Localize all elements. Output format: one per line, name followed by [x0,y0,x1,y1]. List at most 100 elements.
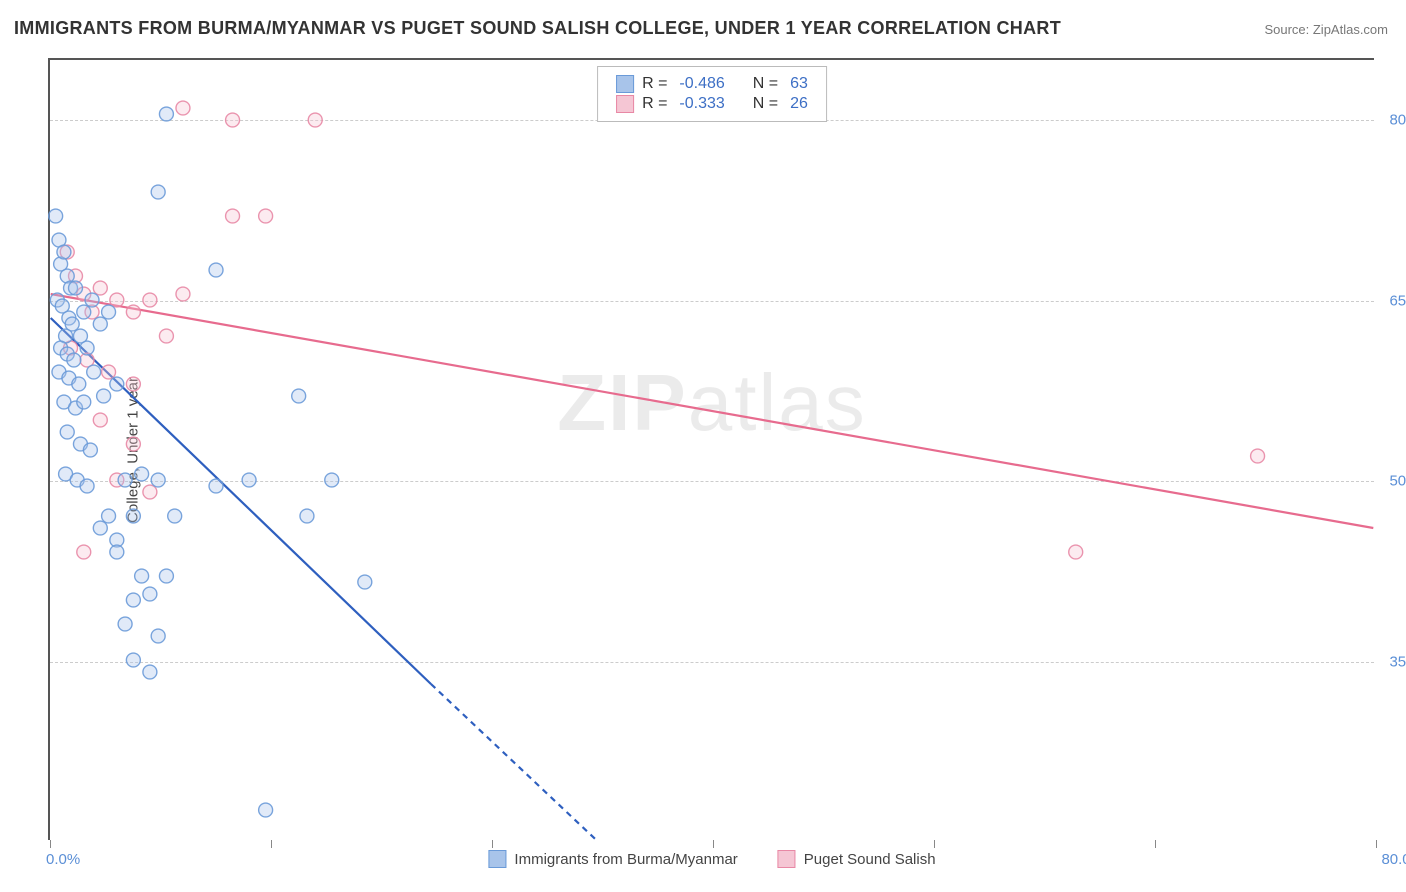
data-point [102,509,116,523]
data-point [110,545,124,559]
data-point [135,467,149,481]
data-point [77,305,91,319]
data-point [325,473,339,487]
data-point [143,293,157,307]
data-point [67,353,81,367]
chart-container: IMMIGRANTS FROM BURMA/MYANMAR VS PUGET S… [0,0,1406,892]
source-attribution: Source: ZipAtlas.com [1264,22,1388,37]
chart-title: IMMIGRANTS FROM BURMA/MYANMAR VS PUGET S… [14,18,1061,39]
legend-row-blue: R = -0.486 N = 63 [616,75,808,93]
x-min-label: 0.0% [46,851,80,868]
data-point [85,293,99,307]
data-point [242,473,256,487]
data-point [358,575,372,589]
data-point [126,305,140,319]
data-point [143,485,157,499]
n-label: N = [753,95,778,113]
x-tick [492,840,493,848]
data-point [300,509,314,523]
data-point [102,365,116,379]
n-label: N = [753,75,778,93]
data-point [126,377,140,391]
data-point [118,473,132,487]
series-name-blue: Immigrants from Burma/Myanmar [514,851,737,868]
data-point [69,281,83,295]
x-tick [713,840,714,848]
data-point [93,281,107,295]
y-tick-label: 65.0% [1382,292,1406,309]
data-point [49,209,63,223]
data-point [57,245,71,259]
y-tick-label: 35.0% [1382,653,1406,670]
swatch-blue [616,75,634,93]
r-value-blue: -0.486 [679,75,724,93]
data-point [143,587,157,601]
data-point [135,569,149,583]
x-tick [50,840,51,848]
data-point [93,521,107,535]
data-point [83,443,97,457]
data-point [292,389,306,403]
swatch-pink [616,95,634,113]
r-label: R = [642,95,667,113]
data-point [168,509,182,523]
data-point [126,593,140,607]
data-point [259,209,273,223]
data-point [77,545,91,559]
scatter-points [50,60,1374,840]
swatch-blue [488,850,506,868]
data-point [1069,545,1083,559]
data-point [126,653,140,667]
n-value-pink: 26 [790,95,808,113]
data-point [159,569,173,583]
plot-area: College, Under 1 year ZIPatlas R = -0.48… [48,58,1374,840]
data-point [97,389,111,403]
series-legend: Immigrants from Burma/Myanmar Puget Soun… [488,850,935,868]
r-value-pink: -0.333 [679,95,724,113]
data-point [143,665,157,679]
data-point [151,185,165,199]
source-prefix: Source: [1264,22,1312,37]
data-point [93,317,107,331]
legend-item-pink: Puget Sound Salish [778,850,936,868]
data-point [72,377,86,391]
y-tick-label: 80.0% [1382,112,1406,129]
x-tick [934,840,935,848]
data-point [126,509,140,523]
n-value-blue: 63 [790,75,808,93]
data-point [151,629,165,643]
data-point [159,107,173,121]
y-tick-label: 50.0% [1382,473,1406,490]
data-point [159,329,173,343]
correlation-legend: R = -0.486 N = 63 R = -0.333 N = 26 [597,66,827,122]
r-label: R = [642,75,667,93]
data-point [102,305,116,319]
data-point [110,377,124,391]
x-tick [1155,840,1156,848]
data-point [80,479,94,493]
source-name: ZipAtlas.com [1313,22,1388,37]
data-point [226,209,240,223]
data-point [126,437,140,451]
legend-item-blue: Immigrants from Burma/Myanmar [488,850,737,868]
data-point [80,341,94,355]
x-tick [1376,840,1377,848]
data-point [308,113,322,127]
data-point [209,263,223,277]
data-point [226,113,240,127]
data-point [151,473,165,487]
x-max-label: 80.0% [1381,851,1406,868]
data-point [176,287,190,301]
legend-row-pink: R = -0.333 N = 26 [616,95,808,113]
data-point [60,425,74,439]
swatch-pink [778,850,796,868]
data-point [77,395,91,409]
data-point [1251,449,1265,463]
data-point [65,317,79,331]
data-point [176,101,190,115]
data-point [110,293,124,307]
data-point [93,413,107,427]
x-tick [271,840,272,848]
data-point [209,479,223,493]
data-point [259,803,273,817]
